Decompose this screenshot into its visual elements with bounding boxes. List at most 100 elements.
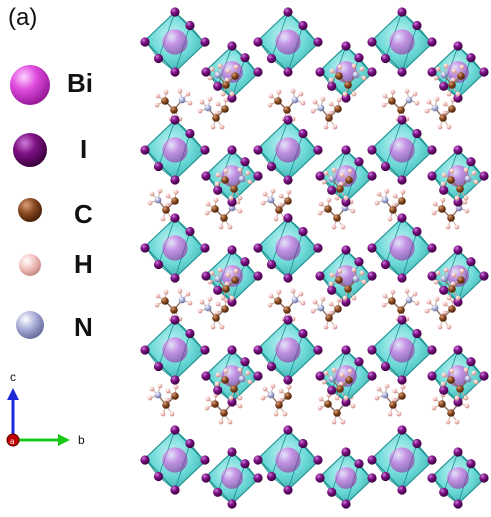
c-atom — [438, 205, 446, 213]
h-atom — [210, 124, 216, 130]
c-atom — [162, 401, 170, 409]
h-atom — [205, 201, 211, 207]
i-atom — [283, 375, 293, 385]
c-atom — [161, 297, 169, 305]
c-atom — [398, 197, 406, 205]
i-atom — [427, 243, 437, 253]
h-atom — [443, 63, 449, 69]
h-atom — [210, 324, 216, 330]
h-atom — [214, 110, 220, 116]
n-atom — [291, 96, 299, 104]
i-atom — [185, 328, 195, 339]
i-atom — [397, 67, 407, 77]
h-atom — [204, 210, 210, 216]
c-atom — [162, 206, 170, 214]
n-atom — [154, 196, 162, 204]
i-atom — [170, 273, 180, 283]
h-atom — [400, 384, 406, 390]
bi-atom — [162, 137, 188, 163]
i-atom — [227, 145, 237, 155]
c-atom — [211, 205, 219, 213]
n-atom — [238, 175, 246, 183]
i-atom — [367, 345, 377, 355]
i-atom — [298, 328, 308, 339]
i-atom — [213, 285, 223, 295]
h-atom — [390, 89, 396, 95]
c-atom — [335, 72, 343, 80]
i-atom — [412, 438, 422, 449]
methylammonium-cation — [328, 267, 367, 301]
c-atom — [334, 305, 342, 313]
c-atom — [211, 400, 219, 408]
bii6-octahedron — [201, 41, 263, 103]
bii6-octahedron — [367, 213, 437, 283]
i-atom — [466, 157, 476, 167]
i-atom — [253, 473, 263, 483]
i-atom — [253, 37, 263, 47]
c-atom — [456, 385, 464, 393]
n-atom — [154, 391, 162, 399]
i-atom — [253, 67, 263, 77]
h-atom — [160, 216, 166, 222]
i-atom — [427, 473, 437, 483]
c-atom — [397, 106, 405, 114]
h-atom — [382, 93, 388, 99]
h-atom — [331, 419, 337, 425]
bii6-octahedron — [140, 213, 210, 283]
bii6-octahedron — [367, 115, 437, 185]
h-atom — [268, 93, 274, 99]
h-atom — [332, 124, 338, 130]
h-atom — [414, 100, 420, 106]
h-atom — [225, 68, 231, 74]
h-atom — [312, 299, 318, 305]
methylammonium-cation — [260, 188, 292, 222]
h-atom — [214, 181, 220, 187]
methylammonium-cation — [440, 167, 479, 201]
c-atom — [333, 214, 341, 222]
methylammonium-cation — [381, 288, 420, 322]
i-atom — [200, 455, 210, 465]
h-atom — [290, 288, 296, 294]
h-atom — [298, 291, 304, 297]
h-atom — [197, 308, 203, 314]
i-atom — [427, 67, 437, 77]
h-atom — [237, 167, 243, 173]
i-atom — [466, 459, 476, 469]
i-atom — [380, 53, 391, 64]
bii6-octahedron — [253, 213, 323, 283]
h-atom — [155, 93, 161, 99]
i-atom — [153, 259, 164, 270]
c-atom — [324, 400, 332, 408]
i-atom — [397, 175, 407, 185]
c-atom — [220, 214, 228, 222]
legend-label-bi: Bi — [67, 68, 93, 98]
h-atom — [396, 411, 402, 417]
i-atom — [354, 257, 364, 267]
legend-label-c: C — [74, 199, 93, 229]
i-atom — [283, 315, 293, 325]
c-atom — [220, 409, 228, 417]
i-atom — [327, 385, 337, 395]
i-atom — [341, 245, 351, 255]
h-atom — [290, 88, 296, 94]
methylammonium-cation — [328, 63, 367, 97]
i-atom — [327, 185, 337, 195]
h-atom — [207, 279, 213, 285]
i-atom — [253, 371, 263, 381]
i-atom — [240, 357, 250, 367]
i-atom — [367, 243, 377, 253]
legend-label-i: I — [80, 134, 88, 164]
i-atom — [341, 447, 351, 457]
bi-atom — [389, 29, 415, 55]
i-atom — [170, 425, 180, 435]
h-atom — [412, 91, 418, 97]
bi-atom — [335, 467, 357, 489]
methylammonium-cation — [374, 383, 406, 417]
h-atom — [463, 195, 469, 201]
i-atom — [397, 485, 407, 495]
h-atom — [432, 201, 438, 207]
c-atom — [389, 206, 397, 214]
b-axis-arrowhead — [58, 434, 70, 446]
i-atom — [315, 473, 325, 483]
i-atom — [341, 499, 351, 509]
